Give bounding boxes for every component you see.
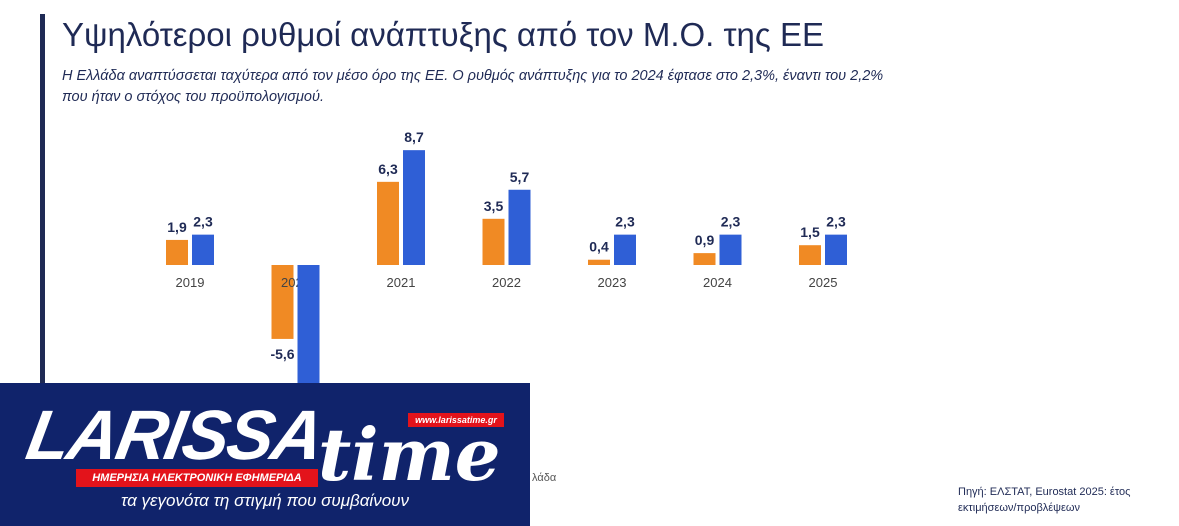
data-label-2024-series-1: 0,9 — [695, 232, 715, 248]
page-title: Υψηλότεροι ρυθμοί ανάπτυξης από τον Μ.Ο.… — [62, 16, 824, 53]
x-tick-label-2024: 2024 — [703, 275, 732, 290]
data-label-2019-series-2: 2,3 — [193, 214, 213, 230]
data-label-2022-series-1: 3,5 — [484, 198, 504, 214]
data-label-2021-series-1: 6,3 — [378, 161, 398, 177]
bar-2022-series-2 — [508, 189, 531, 265]
bar-2019-series-1 — [166, 239, 188, 265]
data-label-2025-series-2: 2,3 — [826, 214, 846, 230]
data-label-2021-series-2: 8,7 — [404, 129, 424, 145]
bar-2020-series-2-partial — [297, 265, 320, 385]
bar-2023-series-2 — [614, 234, 636, 265]
bar-2022-series-1 — [482, 218, 505, 265]
x-tick-label-2025: 2025 — [809, 275, 838, 290]
x-tick-label-2022: 2022 — [492, 275, 521, 290]
x-tick-label-2019: 2019 — [176, 275, 205, 290]
logo-name-accent: time — [318, 412, 501, 497]
bar-2025-series-2 — [825, 234, 847, 265]
source-line-1: Πηγή: ΕΛΣΤΑΤ, Eurostat 2025: έτος — [958, 486, 1131, 498]
data-label-2020-series-1: -5,6 — [270, 346, 294, 362]
bar-2019-series-2 — [192, 234, 214, 265]
subtitle-line-1: Η Ελλάδα αναπτύσσεται ταχύτερα από τον μ… — [62, 68, 884, 84]
data-label-2023-series-1: 0,4 — [589, 239, 609, 255]
source-note: Πηγή: ΕΛΣΤΑΤ, Eurostat 2025: έτος εκτιμή… — [958, 484, 1130, 516]
logo-strip-text: ΗΜΕΡΗΣΙΑ ΗΛΕΚΤΡΟΝΙΚΗ ΕΦΗΜΕΡΙΔΑ — [92, 472, 302, 484]
data-label-2024-series-2: 2,3 — [721, 214, 741, 230]
bar-2020-series-1 — [271, 265, 294, 339]
data-label-2023-series-2: 2,3 — [615, 214, 635, 230]
data-label-2025-series-1: 1,5 — [800, 224, 820, 240]
page-subtitle: Η Ελλάδα αναπτύσσεται ταχύτερα από τον μ… — [62, 66, 962, 108]
x-tick-label-2023: 2023 — [598, 275, 627, 290]
data-label-2022-series-2: 5,7 — [510, 169, 530, 185]
bar-2025-series-1 — [799, 245, 821, 265]
stray-text: λάδα — [532, 472, 557, 484]
logo-strip-background — [76, 469, 318, 487]
larissatime-logo: LARISSA time www.larissatime.gr ΗΜΕΡΗΣΙΑ… — [0, 383, 530, 526]
title-accent-bar — [40, 14, 45, 384]
logo-name-main: LARISSA — [21, 396, 329, 474]
bar-2023-series-1 — [588, 259, 610, 265]
bar-2021-series-1 — [377, 181, 399, 265]
bar-2024-series-1 — [693, 253, 716, 265]
subtitle-line-2: που ήταν ο στόχος του προϋπολογισμού. — [62, 89, 324, 105]
x-tick-label-2021: 2021 — [387, 275, 416, 290]
source-line-2: εκτιμήσεων/προβλέψεων — [958, 502, 1081, 514]
logo-url: www.larissatime.gr — [408, 413, 504, 427]
data-label-2019-series-1: 1,9 — [167, 219, 187, 235]
bar-2021-series-2 — [403, 150, 425, 265]
bar-2024-series-2 — [719, 234, 742, 265]
logo-tagline: τα γεγονότα τη στιγμή που συμβαίνουν — [120, 491, 410, 510]
